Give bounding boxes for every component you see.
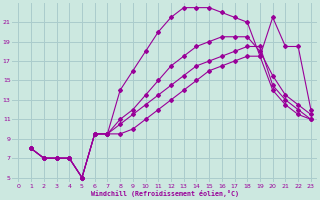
X-axis label: Windchill (Refroidissement éolien,°C): Windchill (Refroidissement éolien,°C) [91, 190, 239, 197]
